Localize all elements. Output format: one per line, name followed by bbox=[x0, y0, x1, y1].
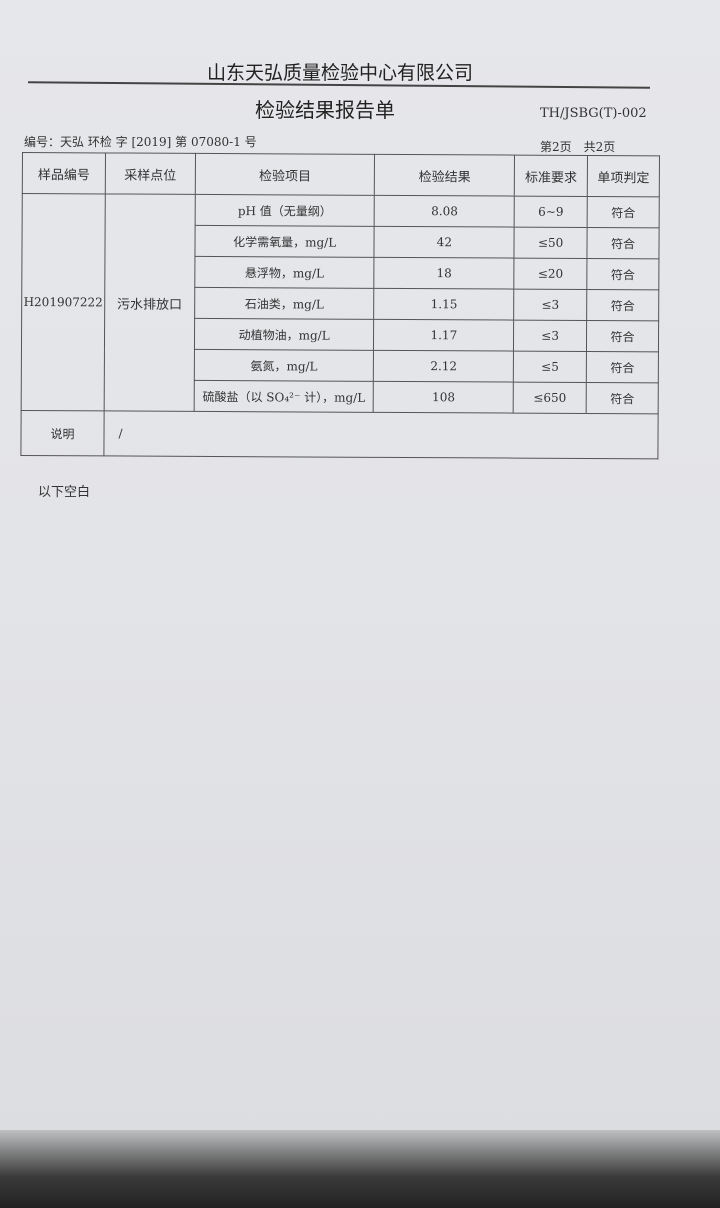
cell-result: 108 bbox=[373, 381, 514, 414]
cell-standard: ≤5 bbox=[513, 351, 587, 383]
sample-id: H201907222 bbox=[21, 193, 106, 411]
header-cell: 单项判定 bbox=[587, 155, 660, 197]
cell-item: 石油类，mg/L bbox=[194, 287, 375, 320]
cell-item: 化学需氧量，mg/L bbox=[194, 225, 375, 258]
results-table: 样品编号 采样点位 检验项目 检验结果 标准要求 单项判定 H201907222… bbox=[20, 152, 660, 459]
report-number: 编号：天弘 环检 字 [2019] 第 07080-1 号 bbox=[24, 135, 257, 149]
cell-standard: ≤50 bbox=[514, 227, 588, 259]
page-info: 第2页 共2页 bbox=[540, 140, 616, 154]
header-cell: 检验项目 bbox=[195, 153, 375, 196]
cell-item: pH 值（无量纲） bbox=[194, 194, 375, 227]
cell-item: 动植物油，mg/L bbox=[194, 318, 375, 351]
cell-result: 8.08 bbox=[374, 195, 515, 228]
cell-verdict: 符合 bbox=[586, 382, 659, 414]
form-code: TH/JSBG(T)-002 bbox=[540, 106, 647, 121]
remarks-value: / bbox=[103, 410, 659, 459]
header-cell: 标准要求 bbox=[514, 155, 588, 197]
cell-verdict: 符合 bbox=[587, 196, 660, 228]
cell-verdict: 符合 bbox=[586, 289, 659, 321]
cell-standard: ≤650 bbox=[513, 382, 587, 414]
blank-note: 以下空白 bbox=[38, 485, 91, 500]
remarks-row: 说明 / bbox=[20, 410, 659, 459]
cell-item: 硫酸盐（以 SO₄²⁻ 计），mg/L bbox=[193, 380, 374, 413]
cell-result: 1.15 bbox=[374, 288, 514, 321]
cell-standard: 6~9 bbox=[514, 196, 588, 228]
cell-standard: ≤3 bbox=[513, 289, 587, 321]
cell-verdict: 符合 bbox=[586, 351, 659, 383]
background-surface bbox=[0, 1130, 720, 1208]
cell-verdict: 符合 bbox=[587, 227, 660, 259]
cell-verdict: 符合 bbox=[586, 320, 659, 352]
header-cell: 检验结果 bbox=[374, 154, 515, 197]
header-cell: 采样点位 bbox=[105, 152, 196, 195]
company-name: 山东天弘质量检验中心有限公司 bbox=[206, 62, 473, 84]
sampling-point: 污水排放口 bbox=[104, 193, 196, 412]
document-page: 山东天弘质量检验中心有限公司 检验结果报告单 TH/JSBG(T)-002 编号… bbox=[0, 0, 720, 1140]
remarks-label: 说明 bbox=[20, 410, 105, 456]
cell-result: 2.12 bbox=[373, 350, 514, 383]
cell-result: 18 bbox=[374, 257, 515, 290]
cell-result: 42 bbox=[374, 226, 515, 259]
cell-verdict: 符合 bbox=[586, 258, 659, 290]
cell-result: 1.17 bbox=[373, 319, 514, 352]
table-row: H201907222 污水排放口 pH 值（无量纲） 8.08 6~9 符合 bbox=[21, 193, 660, 412]
cell-item: 氨氮，mg/L bbox=[194, 349, 374, 382]
cell-standard: ≤3 bbox=[513, 320, 587, 352]
cell-standard: ≤20 bbox=[513, 258, 588, 290]
header-cell: 样品编号 bbox=[22, 152, 106, 194]
table-header: 样品编号 采样点位 检验项目 检验结果 标准要求 单项判定 bbox=[22, 152, 660, 197]
cell-item: 悬浮物，mg/L bbox=[194, 256, 375, 289]
report-title: 检验结果报告单 bbox=[255, 98, 395, 122]
